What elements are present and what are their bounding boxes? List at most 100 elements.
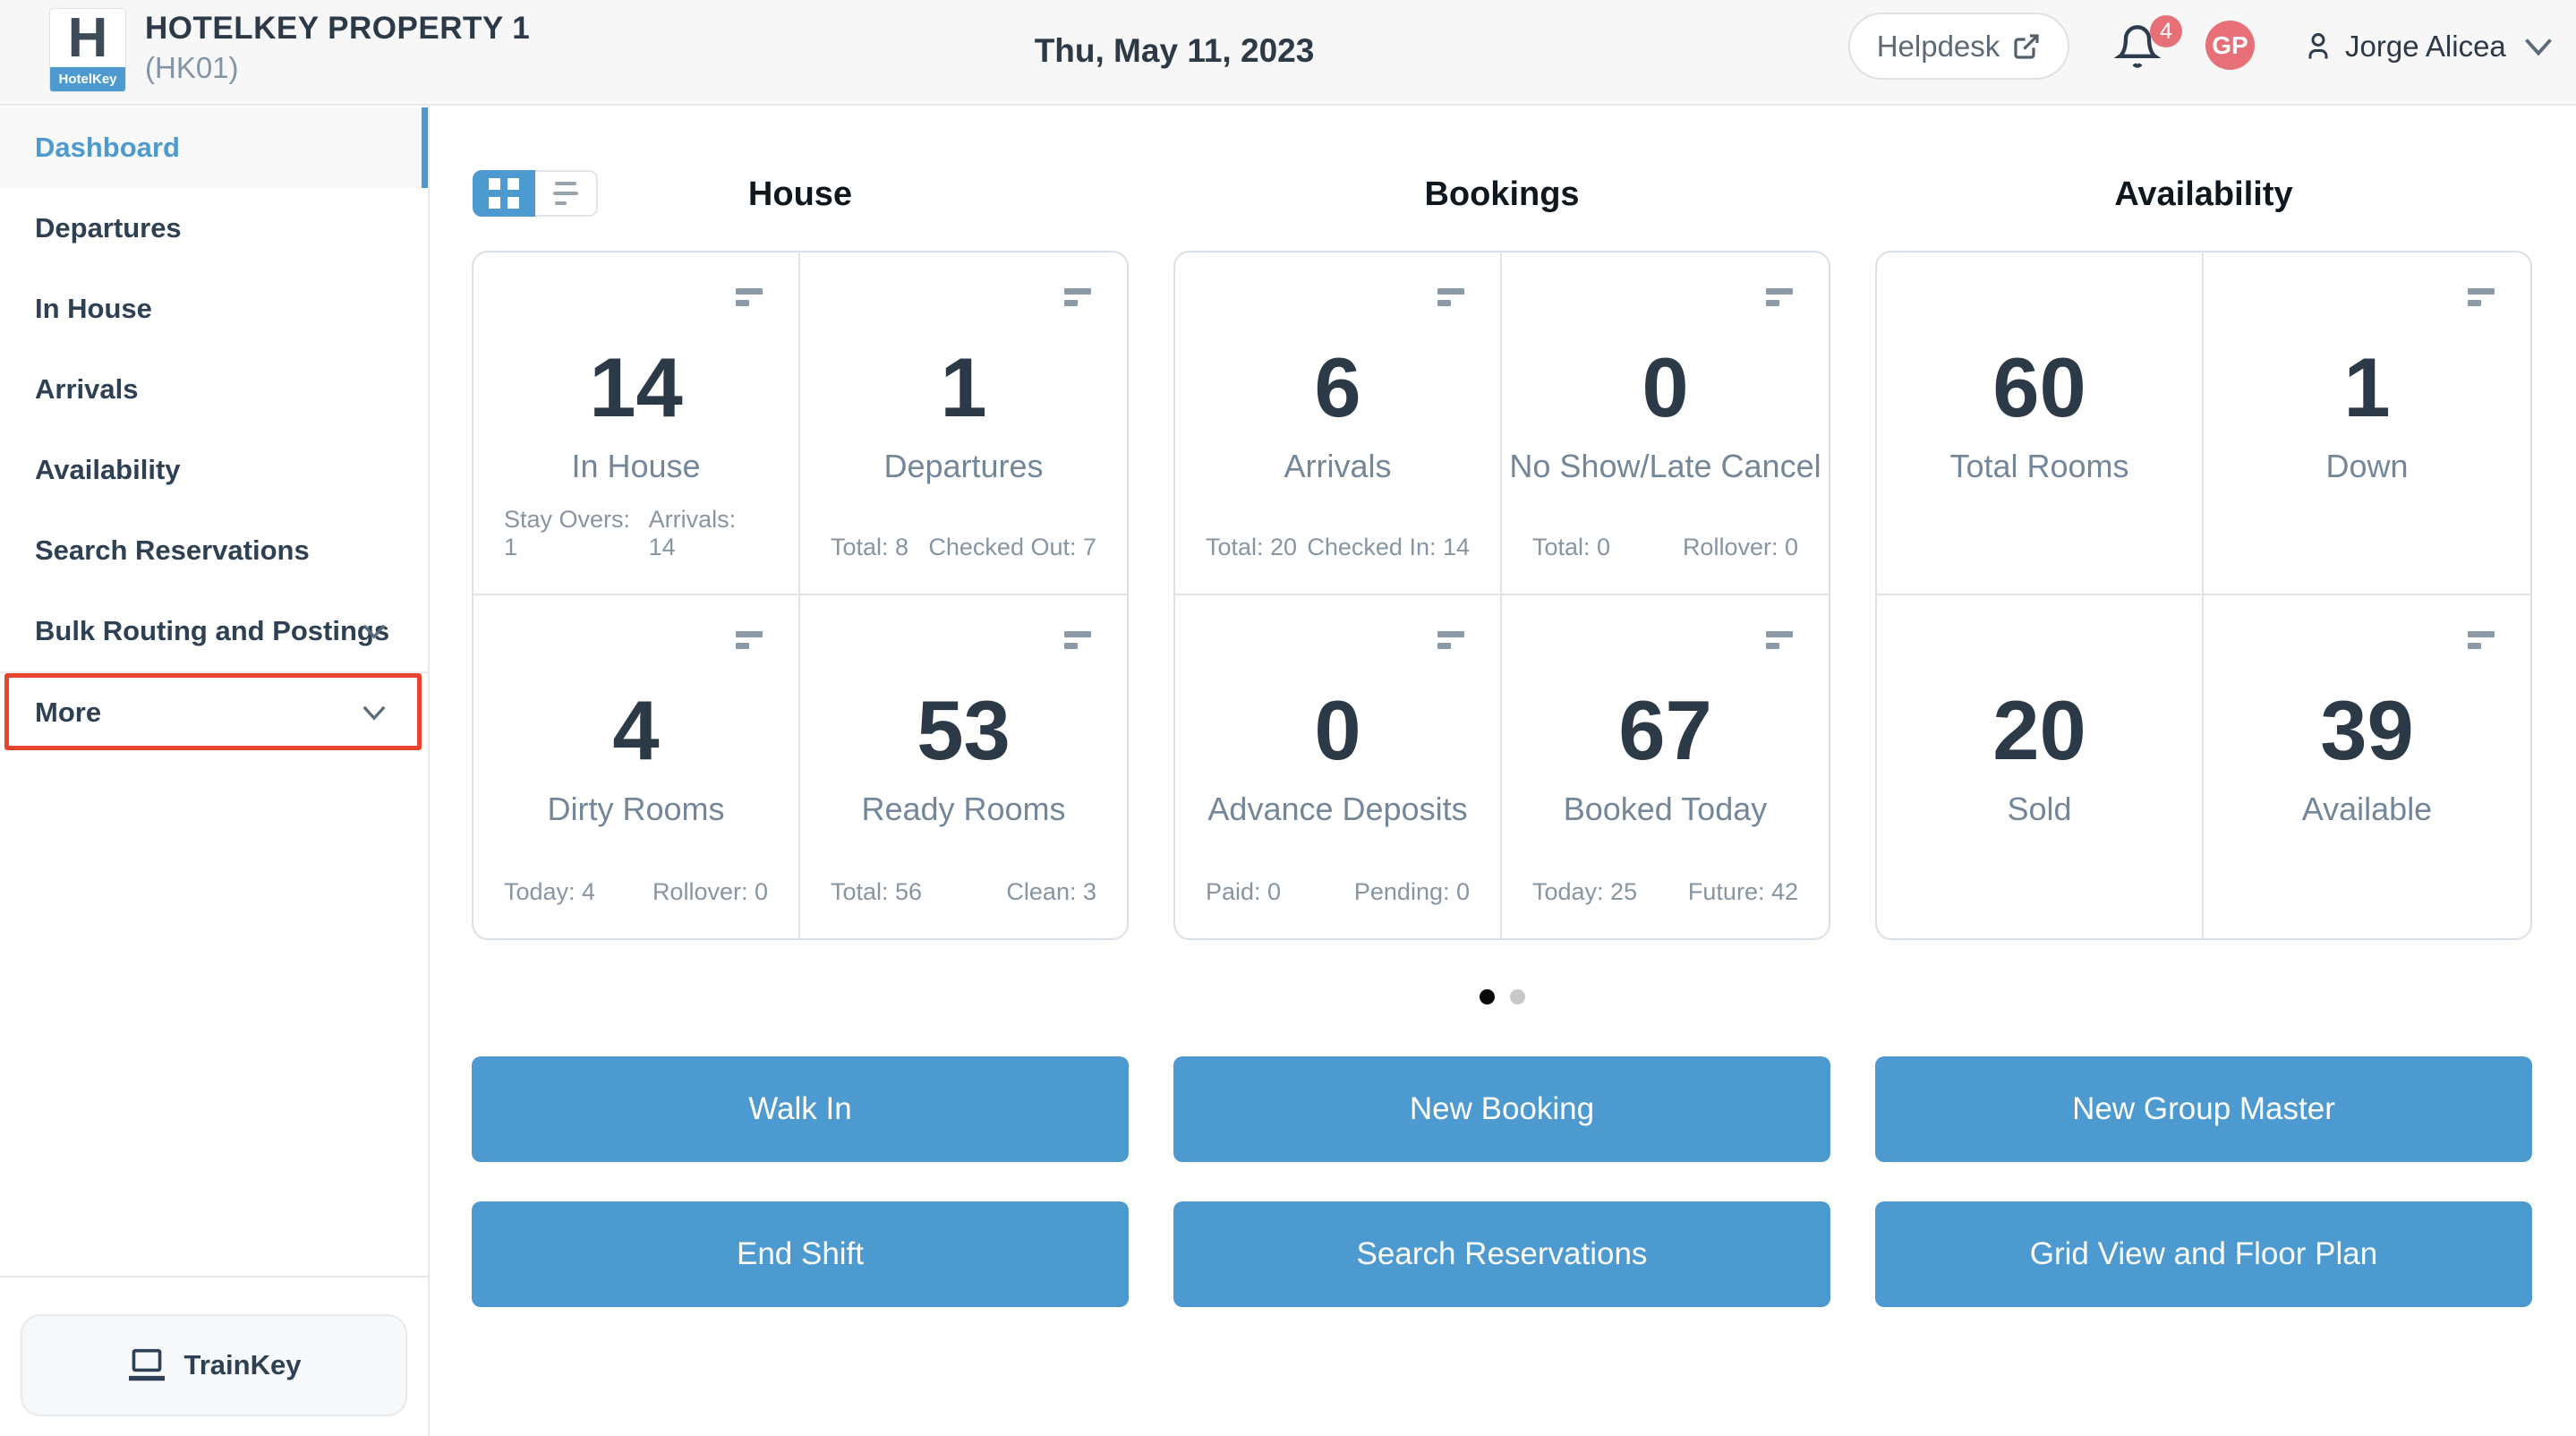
sidebar-item-label: Dashboard [35, 132, 180, 163]
helpdesk-button[interactable]: Helpdesk [1848, 13, 2069, 80]
card-value: 0 [1314, 683, 1361, 777]
card-value: 4 [612, 683, 660, 777]
card-no-show-late-cancel[interactable]: 0 No Show/Late Cancel Total: 0 Rollover: … [1502, 252, 1829, 595]
card-value: 53 [917, 683, 1011, 777]
list-view-icon [553, 182, 578, 205]
property-name: HOTELKEY PROPERTY 1 [145, 11, 531, 46]
app-header: H HotelKey HOTELKEY PROPERTY 1 (HK01) Th… [0, 0, 2576, 106]
sidebar-divider [0, 1276, 428, 1278]
card-label: Down [2325, 448, 2409, 484]
card-in-house[interactable]: 14 In House Stay Overs: 1 Arrivals: 14 [473, 252, 800, 595]
sidebar-item-availability[interactable]: Availability [0, 430, 428, 510]
card-stats: Total: 56 Clean: 3 [831, 878, 1096, 905]
trainkey-button[interactable]: TrainKey [21, 1314, 407, 1416]
sidebar-nav: Dashboard Departures In House Arrivals A… [0, 107, 428, 752]
sidebar-item-in-house[interactable]: In House [0, 269, 428, 349]
card-ready-rooms[interactable]: 53 Ready Rooms Total: 56 Clean: 3 [800, 595, 1127, 938]
card-stats: Total: 20 Checked In: 14 [1206, 534, 1470, 560]
view-toggle [473, 170, 598, 217]
filter-icon [736, 288, 763, 306]
section-title-house: House [747, 175, 853, 213]
sidebar-item-more[interactable]: More [0, 671, 428, 752]
card-label: Total Rooms [1949, 448, 2129, 484]
notifications-button[interactable] [2113, 23, 2171, 81]
grid-view-and-floor-plan-button[interactable]: Grid View and Floor Plan [1875, 1201, 2532, 1307]
card-sold[interactable]: 20 Sold [1877, 595, 2204, 938]
helpdesk-label: Helpdesk [1876, 29, 2000, 63]
card-stats: Today: 4 Rollover: 0 [504, 878, 768, 905]
grid-view-icon [489, 178, 519, 209]
sidebar-item-label: Departures [35, 212, 182, 244]
sidebar-item-departures[interactable]: Departures [0, 188, 428, 269]
card-advance-deposits[interactable]: 0 Advance Deposits Paid: 0 Pending: 0 [1175, 595, 1502, 938]
list-view-button[interactable] [535, 170, 598, 217]
card-label: Booked Today [1563, 791, 1768, 827]
sidebar-item-search-reservations[interactable]: Search Reservations [0, 510, 428, 591]
card-value: 14 [589, 340, 683, 434]
card-value: 6 [1314, 340, 1361, 434]
page-dot-inactive[interactable] [1509, 989, 1525, 1004]
sidebar-item-label: Arrivals [35, 373, 139, 405]
card-label: Sold [2007, 791, 2072, 827]
sidebar-item-label: In House [35, 293, 152, 324]
section-title-availability: Availability [2114, 175, 2293, 213]
search-reservations-button[interactable]: Search Reservations [1173, 1201, 1830, 1307]
new-booking-button[interactable]: New Booking [1173, 1056, 1830, 1162]
end-shift-button[interactable]: End Shift [472, 1201, 1129, 1307]
filter-icon [1437, 631, 1464, 649]
availability-cards: 60 Total Rooms 1 Down 20 Sold 39 Availab… [1875, 251, 2532, 940]
card-value: 39 [2320, 683, 2414, 777]
grid-view-button[interactable] [473, 170, 535, 217]
card-dirty-rooms[interactable]: 4 Dirty Rooms Today: 4 Rollover: 0 [473, 595, 800, 938]
card-label: Ready Rooms [861, 791, 1066, 827]
property-code: (HK01) [145, 51, 239, 84]
person-icon [2308, 33, 2328, 59]
page-dot-active[interactable] [1479, 989, 1495, 1004]
logo-letter: H [67, 8, 108, 69]
card-stats: Stay Overs: 1 Arrivals: 14 [504, 506, 737, 560]
filter-icon [2468, 631, 2495, 649]
filter-icon [1064, 288, 1091, 306]
walk-in-button[interactable]: Walk In [472, 1056, 1129, 1162]
laptop-icon [128, 1348, 165, 1381]
card-down[interactable]: 1 Down [2204, 252, 2530, 595]
sidebar-item-label: Search Reservations [35, 534, 310, 566]
card-label: In House [571, 448, 701, 484]
card-label: No Show/Late Cancel [1509, 448, 1821, 484]
card-label: Arrivals [1284, 448, 1392, 484]
bookings-cards: 6 Arrivals Total: 20 Checked In: 14 0 No … [1173, 251, 1830, 940]
card-available[interactable]: 39 Available [2204, 595, 2530, 938]
sidebar-item-bulk-routing-and-postings[interactable]: Bulk Routing and Postings [0, 591, 428, 671]
new-group-master-button[interactable]: New Group Master [1875, 1056, 2532, 1162]
sidebar: Dashboard Departures In House Arrivals A… [0, 106, 430, 1436]
card-stats: Paid: 0 Pending: 0 [1206, 878, 1470, 905]
filter-icon [1064, 631, 1091, 649]
card-departures[interactable]: 1 Departures Total: 8 Checked Out: 7 [800, 252, 1127, 595]
filter-icon [736, 631, 763, 649]
card-total-rooms[interactable]: 60 Total Rooms [1877, 252, 2204, 595]
card-value: 20 [1992, 683, 2086, 777]
sidebar-item-label: More [35, 697, 102, 728]
sidebar-item-label: Availability [35, 454, 181, 485]
house-cards: 14 In House Stay Overs: 1 Arrivals: 14 1 … [472, 251, 1129, 940]
chevron-down-icon [363, 705, 386, 721]
card-value: 67 [1618, 683, 1712, 777]
filter-icon [1766, 288, 1793, 306]
user-menu[interactable]: Jorge Alicea [2302, 23, 2555, 70]
sidebar-item-arrivals[interactable]: Arrivals [0, 349, 428, 430]
sidebar-item-label: Bulk Routing and Postings [35, 615, 390, 646]
external-link-icon [2014, 33, 2039, 59]
card-arrivals[interactable]: 6 Arrivals Total: 20 Checked In: 14 [1175, 252, 1502, 595]
avatar[interactable]: GP [2205, 21, 2255, 70]
current-date: Thu, May 11, 2023 [1034, 32, 1315, 69]
card-booked-today[interactable]: 67 Booked Today Today: 25 Future: 42 [1502, 595, 1829, 938]
card-label: Departures [883, 448, 1044, 484]
card-stats: Total: 8 Checked Out: 7 [831, 534, 1096, 560]
logo-wordmark: HotelKey [50, 67, 125, 91]
chevron-down-icon [2524, 38, 2552, 56]
bell-icon [2113, 25, 2162, 68]
card-label: Available [2301, 791, 2433, 827]
sidebar-item-dashboard[interactable]: Dashboard [0, 107, 428, 188]
chevron-down-icon [363, 624, 386, 639]
card-stats: Total: 0 Rollover: 0 [1532, 534, 1798, 560]
